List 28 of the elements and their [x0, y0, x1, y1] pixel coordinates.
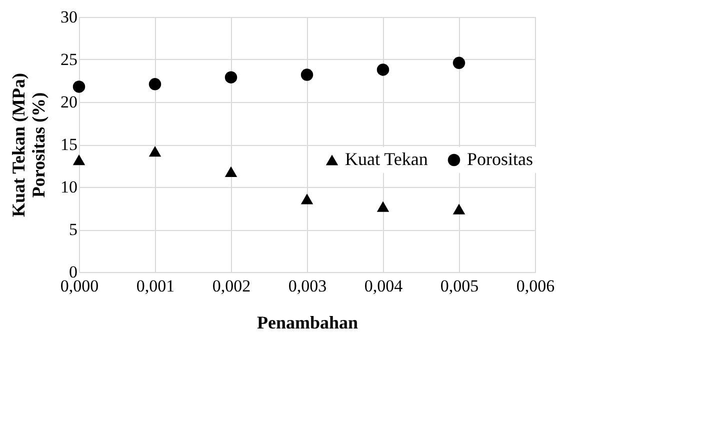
y-axis-title: Kuat Tekan (MPa) Porositas (%) [8, 72, 48, 218]
x-tick-label: 0,004 [364, 276, 404, 296]
point [148, 146, 162, 157]
point [148, 78, 162, 90]
y-tick-label: 30 [60, 8, 78, 26]
x-tick-label: 0,003 [288, 276, 327, 296]
point [452, 56, 466, 70]
point [300, 194, 314, 204]
point [376, 201, 390, 212]
x-tick-label: 0,001 [136, 276, 175, 296]
y-tick-label: 5 [69, 220, 78, 239]
y-tick-label: 15 [60, 135, 78, 154]
point [224, 71, 238, 84]
y-tick-label: 20 [60, 92, 78, 112]
legend-label: Porositas [467, 149, 534, 169]
point [300, 68, 314, 81]
point [376, 64, 390, 76]
x-tick-label: 0,005 [440, 276, 479, 296]
x-tick-label: 0,002 [212, 276, 251, 296]
y-tick-label: 10 [60, 178, 78, 196]
x-axis-title: Penambahan [256, 312, 358, 332]
x-tick-label: 0,006 [516, 276, 555, 296]
point [72, 154, 86, 166]
point [224, 166, 238, 178]
point [72, 80, 86, 93]
legend-label: Kuat Tekan [345, 149, 428, 169]
point [452, 204, 466, 214]
y-tick-label: 25 [60, 50, 78, 69]
